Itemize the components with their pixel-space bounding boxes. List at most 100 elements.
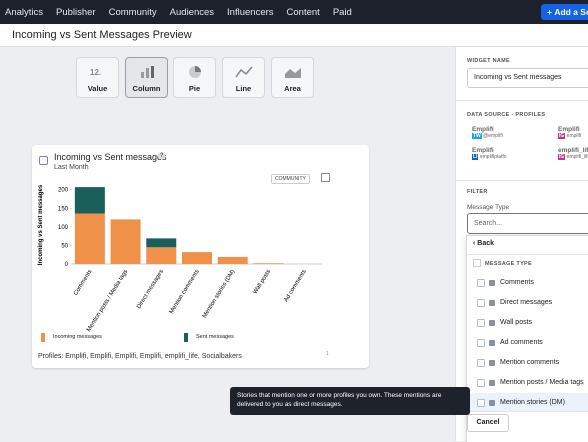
option[interactable]: Mention comments [467, 353, 588, 373]
option-label: Mention posts / Media tags [500, 379, 584, 386]
checkbox[interactable] [473, 259, 481, 267]
option-label: Wall posts [500, 319, 533, 326]
top-nav: Analytics Publisher Community Audiences … [0, 0, 588, 24]
name-value: Incoming vs Sent messages [474, 74, 562, 81]
y-tick-label: 50 [61, 243, 68, 249]
tooltip: Stories that mention one or more profile… [230, 387, 470, 415]
handle: emplifi_life [566, 154, 588, 160]
y-tick-label: 100 [58, 225, 69, 231]
checkbox[interactable] [477, 359, 485, 367]
checkbox[interactable] [477, 279, 485, 287]
option-icon [489, 400, 495, 406]
widget-card: Incoming vs Sent messages ? Last Month C… [32, 145, 369, 368]
widget-type-label: Value [87, 84, 108, 93]
back-label: Back [477, 240, 495, 247]
help-icon[interactable]: ? [158, 153, 166, 159]
handle: emplifiplatfo [479, 154, 507, 160]
option[interactable]: Wall posts [467, 313, 588, 333]
y-tick-label: 0 [65, 262, 69, 268]
pie-icon [189, 66, 201, 78]
nav-item[interactable]: Community [108, 6, 157, 18]
x-tick-label: Mention posts / Media tags [86, 269, 129, 333]
profile-handle: IG emplifi_life [558, 154, 588, 160]
profile-name: Emplifi [558, 126, 580, 133]
footer [467, 411, 588, 442]
table-icon[interactable] [321, 173, 330, 182]
handle: emplifi [566, 133, 582, 139]
x-tick-label: Wall posts [252, 269, 272, 295]
option-label: Comments [500, 279, 534, 286]
option[interactable]: Comments [467, 273, 588, 293]
nav-item[interactable]: Analytics [5, 6, 44, 18]
checkbox[interactable] [477, 319, 485, 327]
profile-handle: TW @emplifi [472, 133, 538, 139]
widget-type[interactable]: 12. Value [76, 57, 119, 98]
nav-item[interactable]: Influencers [227, 6, 274, 18]
option-icon [489, 280, 495, 286]
option-icon [489, 320, 495, 326]
nav-item[interactable]: Content [286, 6, 320, 18]
option-icon [489, 380, 495, 386]
widget-type[interactable]: Area [271, 57, 314, 98]
tag: COMMUNITY [271, 174, 310, 184]
nav-item[interactable]: Audiences [169, 6, 215, 18]
dropdown: ‹ Back MESSAGE TYPE Comments Direct messa… [466, 235, 588, 442]
nav-item[interactable]: Paid [332, 6, 352, 18]
name-input[interactable]: Incoming vs Sent messages [467, 68, 588, 88]
legend-swatch [41, 333, 45, 342]
profile-name: Emplifi [472, 147, 494, 154]
option[interactable]: Mention stories (DM) [467, 393, 588, 413]
chart: Incoming vs Sent messages 0 50 100 150 200 Co… [38, 184, 322, 342]
divider [456, 100, 588, 101]
bar [253, 263, 284, 264]
back-button[interactable]: ‹ Back [473, 240, 495, 247]
option-label: Mention stories (DM) [500, 399, 565, 406]
checkbox[interactable] [477, 379, 485, 387]
profile-name: emplifi_life [558, 147, 588, 154]
widget-type-label: Area [284, 84, 301, 93]
y-tick-label: 200 [58, 188, 69, 194]
bar [74, 213, 105, 264]
bar [74, 187, 105, 214]
bar [182, 252, 212, 264]
option[interactable]: Ad comments [467, 333, 588, 353]
bar [110, 219, 141, 264]
widget-type[interactable]: Line [222, 57, 265, 98]
profile: Emplifi LI emplifiplatfo [472, 147, 538, 166]
option[interactable]: Direct messages [467, 293, 588, 313]
add-button[interactable]: + Add a Soci [541, 4, 588, 20]
checkbox[interactable] [477, 339, 485, 347]
profile-tag: LI [472, 154, 479, 160]
x-tick-label: Ad comments [283, 269, 308, 303]
y-tick-label: 150 [58, 206, 69, 212]
option-icon [489, 340, 495, 346]
handle: @emplifi [483, 133, 503, 139]
profile: Emplifi IG emplifi [558, 126, 588, 145]
list-header: MESSAGE TYPE [485, 261, 532, 267]
widget-type[interactable]: Column [125, 57, 168, 98]
area-icon [285, 68, 301, 78]
option-label: Ad comments [500, 339, 543, 346]
x-tick-label: Mention stories (DM) [202, 269, 237, 319]
nav-item[interactable]: Publisher [56, 6, 96, 18]
widget-type-label: Line [235, 84, 252, 93]
widget-icon [39, 156, 48, 165]
section-label: DATA SOURCE - PROFILES [467, 112, 546, 118]
section-label: FILTER [467, 189, 488, 195]
cancel-label: Cancel [476, 419, 500, 426]
widget-type[interactable]: Pie [173, 57, 216, 98]
x-tick-label: Direct messages [136, 269, 165, 310]
y-axis-title: Incoming vs Sent messages [38, 184, 44, 265]
plus-icon: + [547, 7, 555, 17]
profile-tag: TW [472, 133, 482, 139]
search-input[interactable]: Search... [467, 213, 588, 234]
line-icon [235, 66, 253, 78]
checkbox[interactable] [477, 399, 485, 407]
checkbox[interactable] [477, 299, 485, 307]
widget-type-label: Pie [188, 84, 201, 93]
option-label: Mention comments [500, 359, 560, 366]
search-placeholder: Search... [474, 220, 503, 227]
option[interactable]: Mention posts / Media tags [467, 373, 588, 393]
cancel-button[interactable]: Cancel [467, 414, 509, 432]
